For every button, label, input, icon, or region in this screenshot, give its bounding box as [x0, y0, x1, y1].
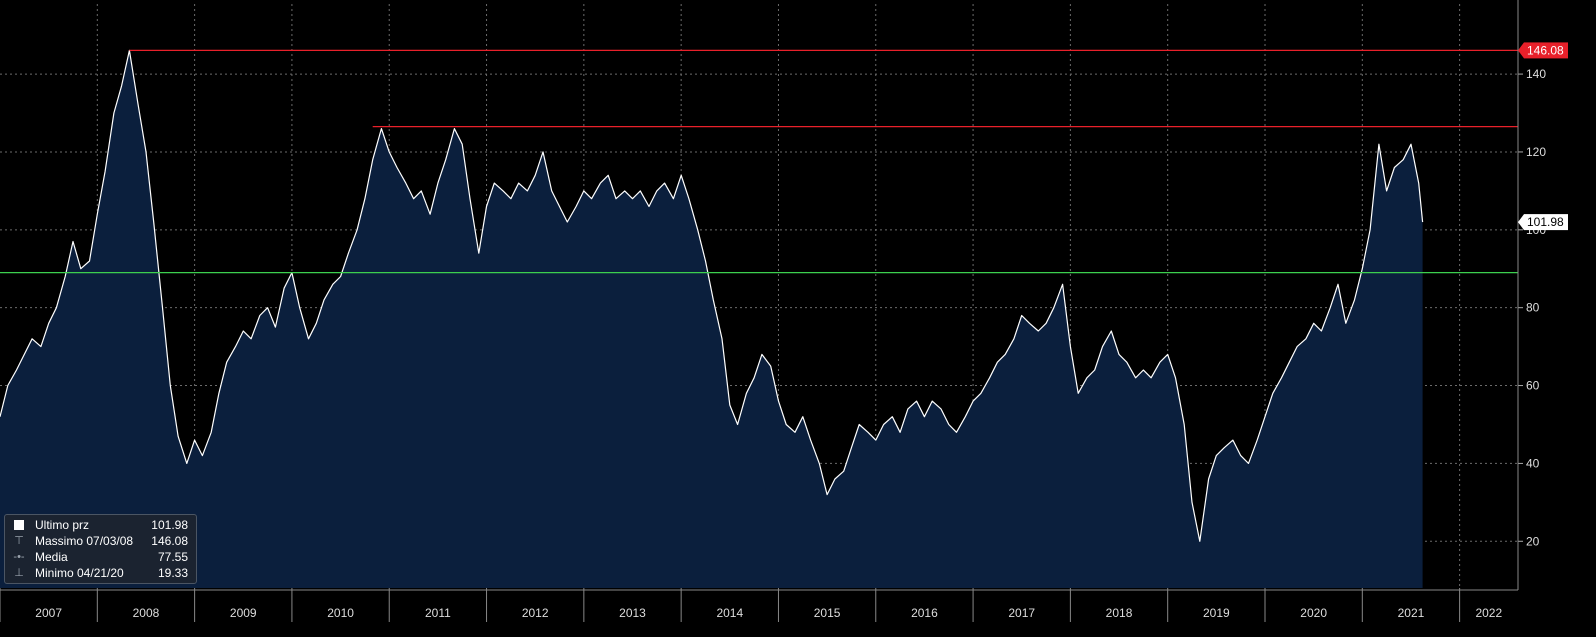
x-tick-label: 2018 — [1106, 606, 1133, 620]
badge-label: 101.98 — [1527, 215, 1564, 229]
x-tick-label: 2022 — [1475, 606, 1502, 620]
legend-label: Minimo 04/21/20 — [35, 566, 124, 580]
y-tick-label: 40 — [1526, 456, 1540, 470]
x-tick-label: 2010 — [327, 606, 354, 620]
x-tick-label: 2011 — [425, 606, 451, 620]
x-tick-label: 2013 — [619, 606, 646, 620]
x-tick-label: 2012 — [522, 606, 549, 620]
x-tick-label: 2021 — [1398, 606, 1425, 620]
average-marker-icon: -•- — [13, 551, 25, 563]
price-line — [0, 49, 1424, 542]
axes: 2040608010012014020072008200920102011201… — [0, 0, 1546, 622]
legend-label: Massimo 07/03/08 — [35, 534, 134, 548]
x-tick-label: 2017 — [1008, 606, 1035, 620]
y-tick-label: 20 — [1526, 534, 1540, 548]
y-tick-label: 140 — [1526, 67, 1546, 81]
badge-label: 146.08 — [1527, 43, 1564, 57]
badge-pointer — [1518, 214, 1524, 231]
x-tick-label: 2014 — [716, 606, 743, 620]
x-tick-label: 2016 — [911, 606, 938, 620]
legend-value: 146.08 — [151, 534, 188, 548]
x-tick-label: 2007 — [35, 606, 62, 620]
y-tick-label: 60 — [1526, 379, 1540, 393]
reference-lines — [0, 49, 1518, 274]
legend-value: 19.33 — [157, 566, 188, 580]
x-tick-label: 2019 — [1203, 606, 1230, 620]
x-tick-label: 2020 — [1300, 606, 1327, 620]
area-layer — [0, 49, 1424, 588]
square-icon — [10, 517, 28, 535]
x-tick-label: 2009 — [230, 606, 257, 620]
legend-value: 77.55 — [157, 550, 188, 564]
y-tick-label: 120 — [1526, 145, 1546, 159]
legend-row-last: Ultimo prz 101.98 — [5, 517, 192, 533]
x-tick-label: 2008 — [133, 606, 160, 620]
y-tick-label: 80 — [1526, 301, 1540, 315]
low-marker-icon: ⊥ — [14, 567, 24, 579]
high-marker-icon: ⊤ — [14, 535, 24, 547]
legend-label: Media — [35, 550, 68, 564]
badge-box — [1524, 214, 1568, 231]
x-tick-label: 2015 — [814, 606, 841, 620]
badge-pointer — [1518, 42, 1524, 59]
legend-row-max: ⊤ Massimo 07/03/08 146.08 — [5, 533, 192, 549]
legend-row-min: ⊥ Minimo 04/21/20 19.33 — [5, 565, 192, 581]
legend-value: 101.98 — [151, 518, 188, 532]
legend-label: Ultimo prz — [35, 518, 90, 532]
price-area — [0, 50, 1423, 588]
badge-box — [1524, 42, 1568, 59]
legend-box: Ultimo prz 101.98 ⊤ Massimo 07/03/08 146… — [4, 514, 197, 584]
legend-row-avg: -•- Media 77.55 — [5, 549, 192, 565]
price-badges: 146.08 101.98 — [1518, 42, 1568, 231]
